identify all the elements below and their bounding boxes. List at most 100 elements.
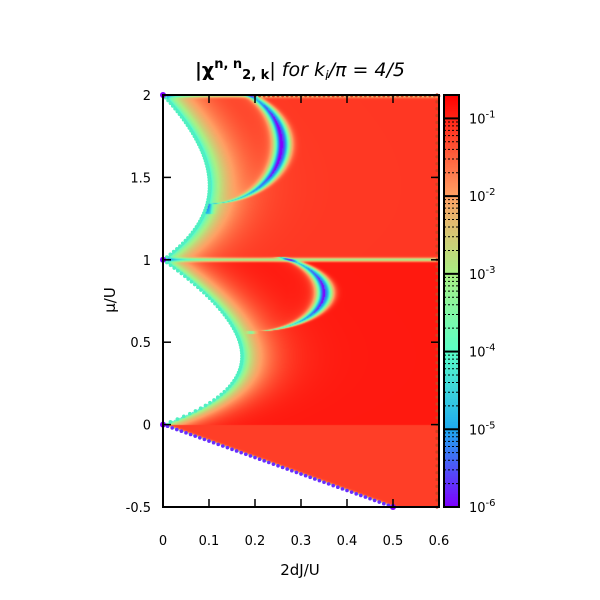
lower-boundary-point	[267, 460, 271, 465]
edge-point	[435, 443, 439, 447]
lobe-boundary-point	[205, 200, 210, 204]
lobe-boundary-point	[237, 367, 242, 372]
edge-point	[435, 333, 439, 337]
lower-boundary-point	[363, 495, 368, 499]
lobe-boundary-point	[238, 365, 243, 369]
lobe-boundary-point	[173, 106, 177, 111]
lower-boundary-point	[234, 449, 239, 453]
edge-point	[435, 450, 439, 454]
lobe-boundary-point	[190, 131, 195, 136]
lobe-boundary-point	[198, 406, 203, 410]
y-tick-label: 1	[143, 254, 151, 269]
lower-boundary-point	[207, 439, 211, 443]
lobe-boundary-point	[239, 348, 244, 353]
lobe-boundary-point	[179, 115, 184, 119]
colorbar-ticks: 10-6 10-5 10-4 10-3 10-2 10-1	[444, 109, 496, 516]
lower-boundary-point	[188, 432, 193, 437]
lower-boundary-point	[313, 477, 317, 481]
edge-point	[435, 210, 439, 214]
lower-boundary-point	[184, 431, 188, 435]
edge-point	[435, 354, 439, 358]
lobe-boundary-point	[205, 167, 210, 171]
edge-point	[435, 148, 439, 152]
edge-point	[435, 471, 439, 475]
y-tick-label: -0.5	[126, 501, 151, 516]
edge-point	[435, 168, 439, 173]
edge-point	[435, 498, 439, 502]
edge-point	[435, 189, 439, 193]
edge-point	[435, 155, 439, 159]
heatmap-image	[163, 95, 439, 507]
edge-point	[435, 484, 439, 488]
lobe-boundary-point	[218, 307, 222, 312]
title-suffix: for k	[276, 59, 326, 81]
lobe-boundary-point	[239, 359, 244, 364]
edge-point	[435, 120, 439, 125]
edge-point	[435, 251, 439, 255]
lobe-boundary-point	[213, 301, 217, 306]
lobe-boundary-point	[183, 238, 188, 243]
lobe-boundary-point	[207, 296, 212, 301]
colorbar-tick-label: 10-4	[469, 343, 496, 361]
lobe-boundary-point	[182, 274, 187, 279]
lobe-boundary-point	[178, 244, 182, 248]
edge-point	[435, 395, 439, 399]
lobe-boundary-point	[225, 387, 229, 391]
lobe-boundary-point	[206, 197, 210, 202]
edge-point	[435, 436, 439, 440]
lower-boundary-point	[276, 464, 280, 468]
edge-point	[435, 381, 439, 385]
lobe-boundary-point	[182, 414, 186, 419]
lower-boundary-point	[230, 447, 234, 452]
lower-boundary-point	[354, 492, 359, 496]
lobe-boundary-point	[212, 398, 216, 402]
lobe-boundary-point	[177, 112, 182, 117]
x-axis-ticks: 0 0.1 0.2 0.3 0.4 0.5 0.6	[159, 95, 449, 549]
lobe-boundary-point	[199, 216, 204, 221]
lobe-boundary-point	[233, 329, 237, 334]
lobe-boundary-point	[194, 137, 198, 141]
lower-boundary-point	[239, 450, 243, 455]
lobe-boundary-point	[175, 109, 180, 114]
colorbar-tick-label: 10-5	[469, 420, 496, 438]
lobe-boundary-point	[175, 417, 180, 421]
lower-boundary-point	[198, 435, 202, 440]
edge-point	[435, 107, 439, 111]
edge-point	[435, 416, 439, 420]
lower-boundary-point	[202, 437, 207, 442]
edge-point	[435, 374, 439, 379]
lobe-boundary-point	[192, 282, 197, 287]
edge-point	[435, 464, 439, 468]
lobe-boundary-point	[207, 181, 212, 185]
lobe-boundary-point	[166, 98, 170, 103]
lobe-boundary-point	[196, 285, 200, 290]
x-tick-label: 0.3	[291, 534, 312, 549]
lobe-boundary-point	[175, 247, 179, 251]
lobe-boundary-point	[208, 400, 212, 405]
lobe-boundary-point	[189, 128, 193, 133]
lower-boundary-point	[211, 440, 216, 445]
lobe-boundary-point	[227, 384, 232, 388]
lower-boundary-point	[294, 470, 299, 475]
lobe-boundary-point	[165, 260, 169, 265]
lobe-boundary-point	[215, 395, 220, 399]
lobe-boundary-point	[206, 194, 211, 199]
lobe-boundary-point	[220, 310, 224, 314]
lobe-boundary-point	[193, 409, 198, 413]
lower-boundary-point	[262, 459, 267, 463]
lobe-boundary-point	[171, 249, 176, 254]
lower-boundary-point	[299, 472, 303, 476]
colorbar-gradient	[444, 95, 459, 507]
lobe-boundary-point	[186, 236, 190, 240]
lobe-boundary-point	[233, 376, 238, 380]
lobe-boundary-point	[222, 389, 227, 394]
lobe-boundary-point	[239, 362, 243, 366]
edge-point	[435, 457, 439, 461]
lobe-boundary-point	[210, 299, 215, 303]
colorbar-steps	[444, 121, 459, 485]
lobe-boundary-point	[202, 290, 206, 295]
lobe-boundary-point	[230, 323, 234, 328]
lower-boundary-point	[331, 483, 336, 488]
lower-boundary-point	[359, 493, 363, 498]
lobe-boundary-point	[231, 326, 236, 331]
